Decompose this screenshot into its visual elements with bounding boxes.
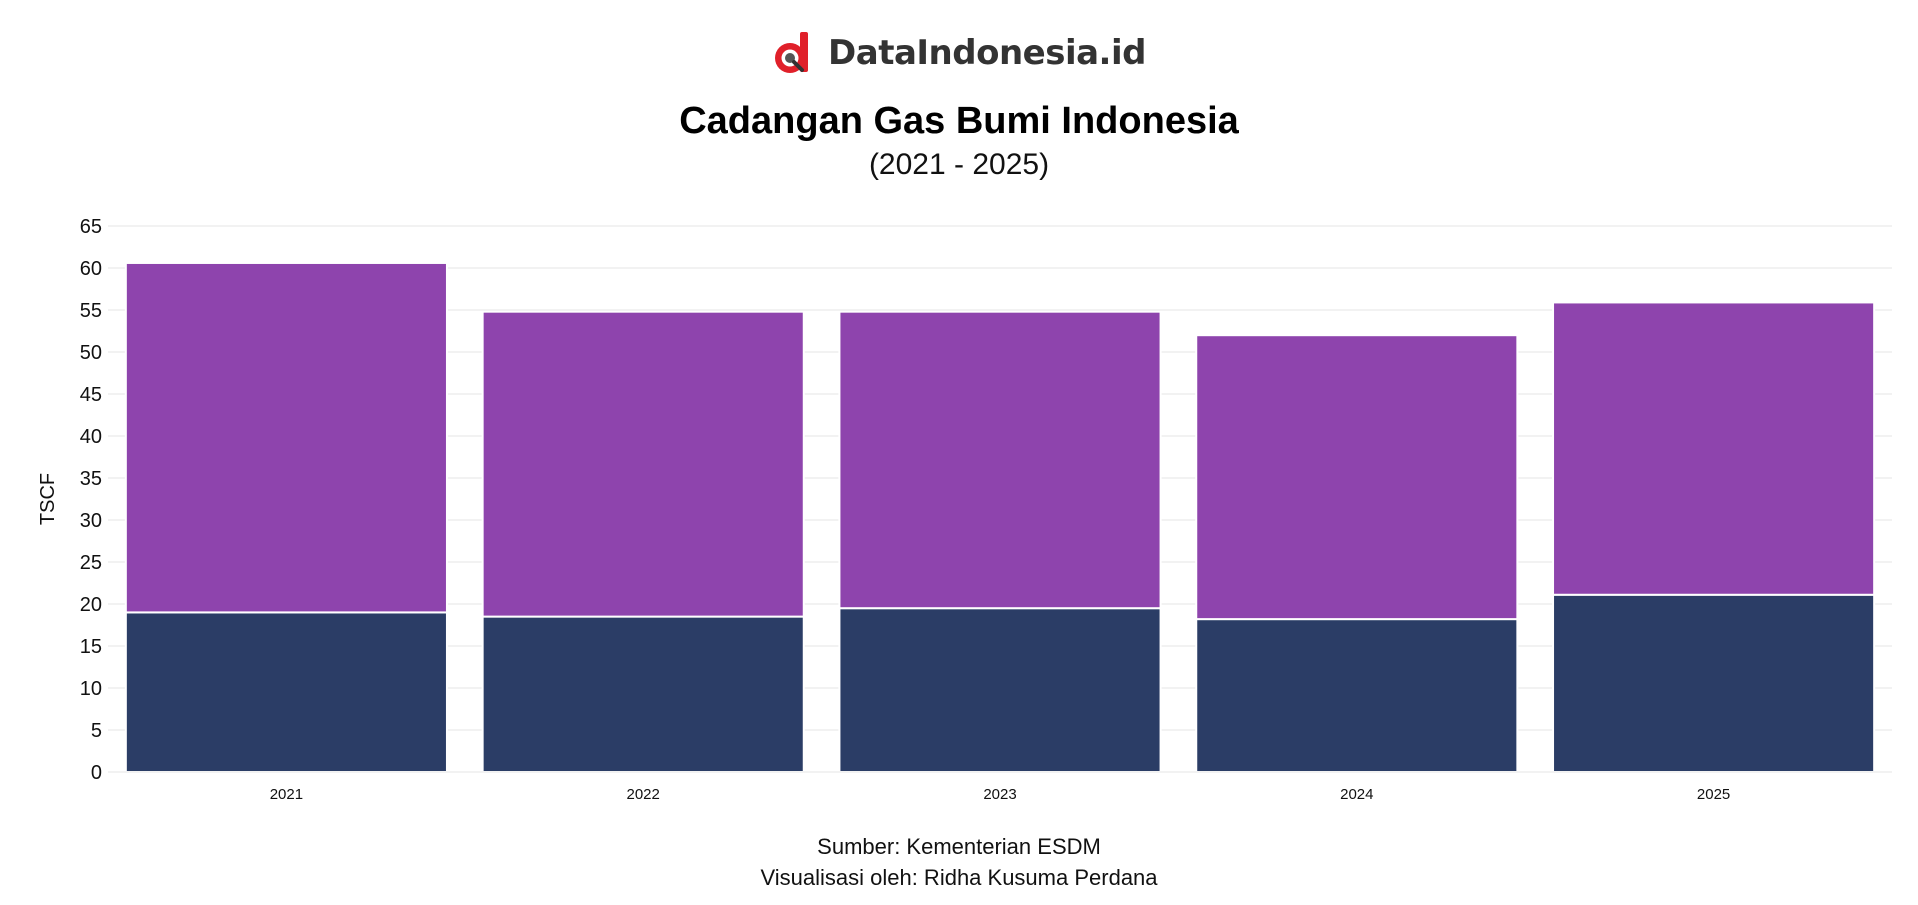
bar-2024-segment-1 <box>1195 618 1519 773</box>
y-axis-label: TSCF <box>37 473 59 525</box>
x-tick-label: 2022 <box>627 786 660 803</box>
y-tick-label: 55 <box>80 300 102 322</box>
y-tick-label: 15 <box>80 636 102 658</box>
y-tick-label: 25 <box>80 552 102 574</box>
bar-2025-segment-2 <box>1552 301 1876 596</box>
x-tick-label: 2024 <box>1340 786 1373 803</box>
x-tick-label: 2025 <box>1697 786 1730 803</box>
bar-2024-segment-2 <box>1195 334 1519 621</box>
y-tick-label: 5 <box>91 720 102 742</box>
x-tick-label: 2023 <box>983 786 1016 803</box>
chart-subtitle: (2021 - 2025) <box>868 148 1050 181</box>
bar-2022-segment-2 <box>481 310 805 618</box>
y-tick-label: 10 <box>80 678 102 700</box>
y-tick-label: 30 <box>80 510 102 532</box>
brand-name: DataIndonesia.id <box>828 33 1146 73</box>
y-tick-label: 60 <box>80 258 102 280</box>
x-tick-label: 2021 <box>270 786 303 803</box>
brand-logo: DataIndonesia.id <box>0 30 1918 76</box>
bar-2023-segment-1 <box>838 607 1162 774</box>
bar-2025-segment-1 <box>1552 593 1876 774</box>
y-tick-label: 65 <box>80 216 102 238</box>
dataindonesia-logo-icon <box>775 32 809 73</box>
bar-2022-segment-1 <box>481 615 805 773</box>
y-tick-label: 50 <box>80 342 102 364</box>
y-tick-label: 35 <box>80 468 102 490</box>
y-tick-label: 40 <box>80 426 102 448</box>
bar-2021-segment-2 <box>124 261 448 614</box>
y-tick-label: 20 <box>80 594 102 616</box>
y-tick-label: 0 <box>91 762 102 784</box>
source-note: Sumber: Kementerian ESDM <box>817 834 1101 859</box>
credit-note: Visualisasi oleh: Ridha Kusuma Perdana <box>760 865 1158 890</box>
bar-2023-segment-2 <box>838 310 1162 610</box>
bar-2021-segment-1 <box>124 611 448 774</box>
chart-title: Cadangan Gas Bumi Indonesia <box>679 100 1239 142</box>
y-tick-label: 45 <box>80 384 102 406</box>
